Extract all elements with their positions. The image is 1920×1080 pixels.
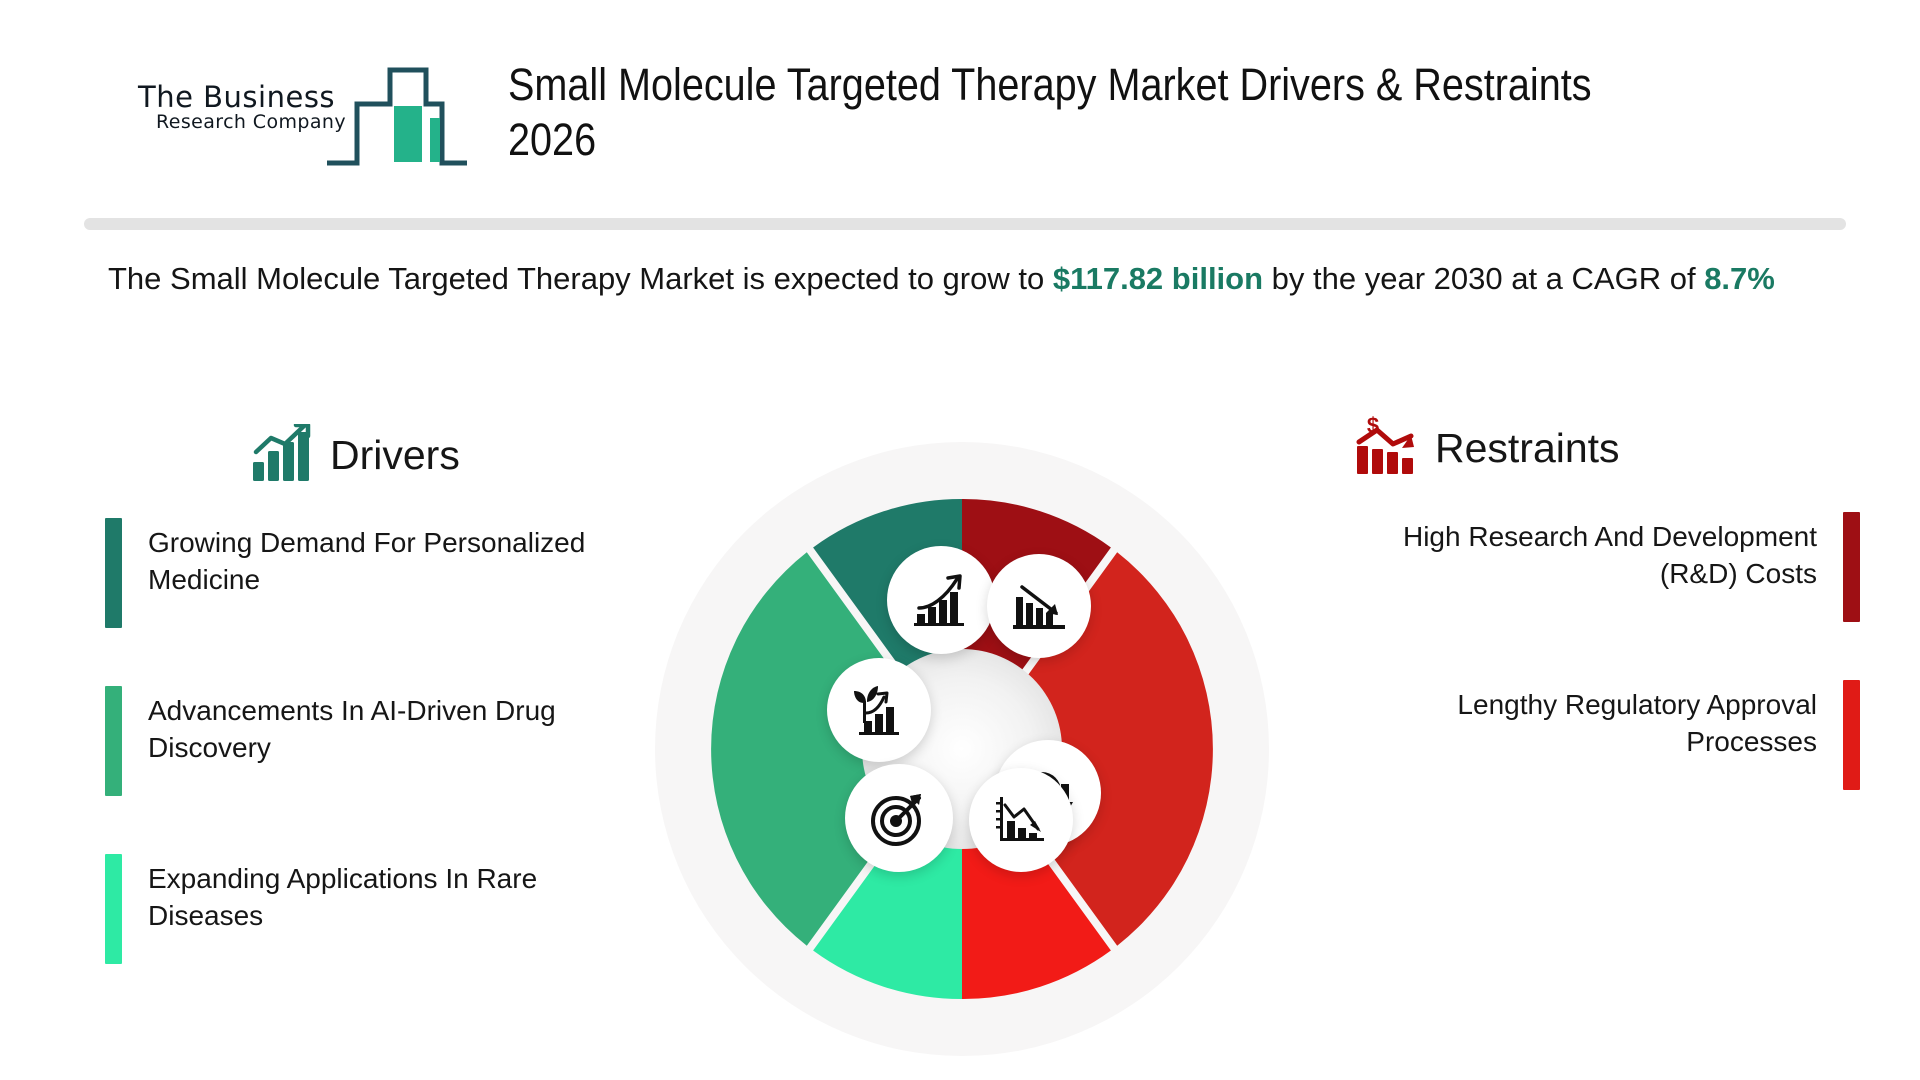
declining-bar-chart-arrow-icon: [987, 554, 1091, 658]
falling-bar-chart-dollar-icon: $: [1355, 413, 1419, 481]
drivers-heading: Drivers: [252, 422, 460, 487]
restraint-label: High Research And Development (R&D) Cost…: [1402, 521, 1817, 590]
segment-driver-2: [711, 552, 899, 946]
segment-restraint-3: [962, 826, 1111, 1000]
segment-driver-3: [813, 826, 962, 1000]
driver-accent-bar: [105, 686, 122, 796]
driver-label: Advancements In AI-Driven Drug Discovery: [148, 695, 556, 764]
market-summary: The Small Molecule Targeted Therapy Mark…: [108, 256, 1868, 303]
restraint-accent-bar: [1843, 512, 1860, 622]
wheel-chart: [711, 498, 1213, 1000]
logo-text: The Business Research Company: [138, 80, 346, 134]
driver-accent-bar: [105, 518, 122, 628]
drivers-list: Growing Demand For Personalized Medicine…: [105, 518, 665, 1022]
drivers-heading-label: Drivers: [330, 432, 460, 478]
summary-part-1: The Small Molecule Targeted Therapy Mark…: [108, 261, 1053, 296]
driver-label: Expanding Applications In Rare Diseases: [148, 863, 538, 932]
logo-line-2: Research Company: [156, 111, 346, 134]
target-dart-icon: [845, 764, 953, 872]
declining-line-chart-icon: [969, 768, 1073, 872]
rising-bar-chart-arrow-icon: [887, 546, 995, 654]
driver-label: Growing Demand For Personalized Medicine: [148, 527, 586, 596]
restraint-label: Lengthy Regulatory Approval Processes: [1457, 689, 1817, 758]
svg-text:$: $: [1367, 416, 1379, 438]
bar-chart-logo-icon: [324, 58, 470, 175]
summary-part-2: by the year 2030 at a CAGR of: [1263, 261, 1705, 296]
cagr-value: 8.7%: [1704, 261, 1775, 296]
drivers-restraints-wheel: $: [655, 442, 1269, 1056]
company-logo: The Business Research Company: [138, 60, 468, 170]
restraints-heading-label: Restraints: [1435, 425, 1620, 471]
segment-restraint-2: [1025, 552, 1213, 946]
page-title: Small Molecule Targeted Therapy Market D…: [508, 59, 1592, 165]
restraints-list: High Research And Development (R&D) Cost…: [1300, 512, 1860, 848]
logo-line-1: The Business: [138, 80, 336, 114]
list-item: Expanding Applications In Rare Diseases: [105, 854, 665, 964]
page-header: The Business Research Company Small Mole…: [0, 0, 1920, 205]
header-divider: [84, 218, 1846, 230]
plant-growth-bar-chart-icon: [827, 658, 931, 762]
list-item: Advancements In AI-Driven Drug Discovery: [105, 686, 665, 796]
list-item: Lengthy Regulatory Approval Processes: [1300, 680, 1860, 790]
market-value: $117.82 billion: [1052, 261, 1264, 296]
driver-accent-bar: [105, 854, 122, 964]
rising-bar-chart-arrow-icon: [252, 422, 314, 487]
list-item: Growing Demand For Personalized Medicine: [105, 518, 665, 628]
restraint-accent-bar: [1843, 680, 1860, 790]
restraints-heading: $ Restraints: [1355, 413, 1620, 481]
list-item: High Research And Development (R&D) Cost…: [1300, 512, 1860, 622]
